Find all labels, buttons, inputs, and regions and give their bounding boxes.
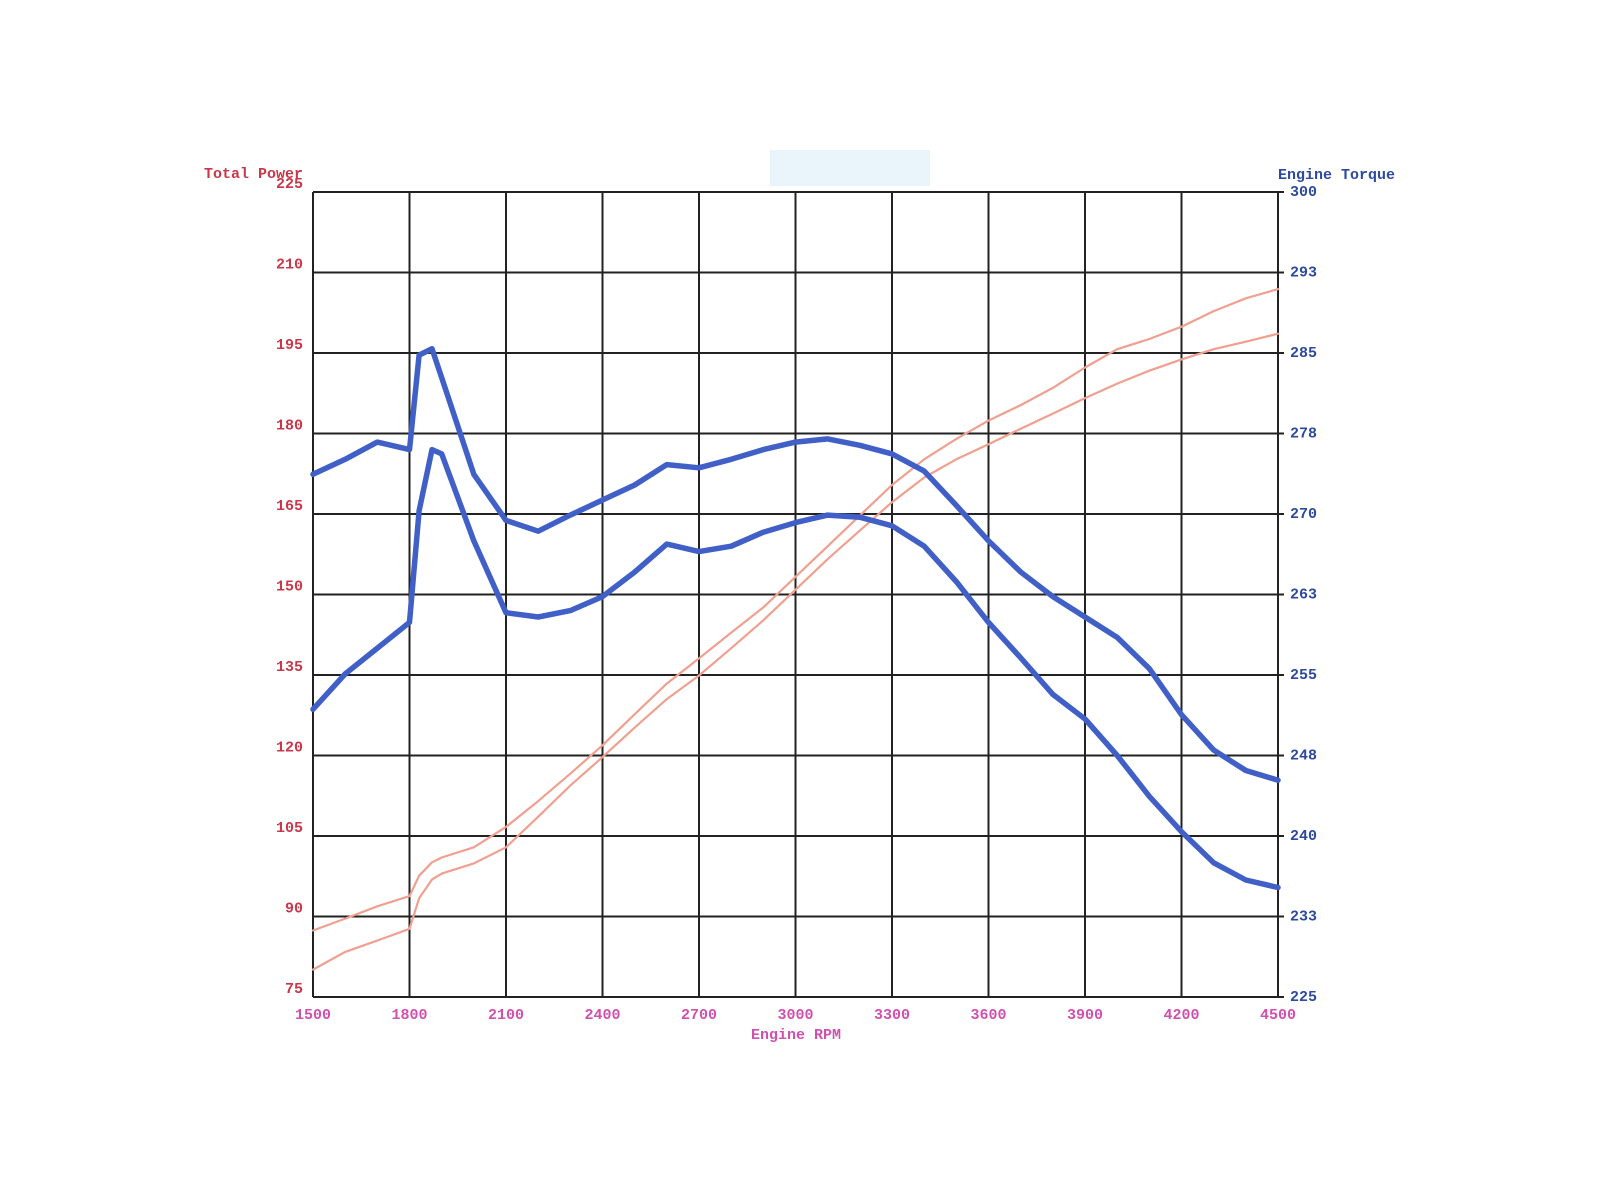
y-tick-label: 135	[276, 659, 303, 676]
series-line	[311, 332, 1280, 971]
y-tick-label: 90	[285, 900, 303, 917]
series-line	[310, 446, 1281, 891]
y2-axis-title: Engine Torque	[1278, 167, 1395, 184]
x-tick-label: 4200	[1163, 1007, 1199, 1024]
y2-tick-label: 240	[1290, 828, 1317, 845]
y-tick-label: 105	[276, 820, 303, 837]
x-tick-label: 4500	[1260, 1007, 1296, 1024]
x-tick-label: 2700	[681, 1007, 717, 1024]
x-tick-label: 1500	[295, 1007, 331, 1024]
y2-tick-label: 225	[1290, 989, 1317, 1006]
y2-tick-label: 263	[1290, 586, 1317, 603]
x-tick-label: 1800	[391, 1007, 427, 1024]
y-tick-label: 225	[276, 176, 303, 193]
y-tick-label: 150	[276, 578, 303, 595]
x-tick-label: 2400	[584, 1007, 620, 1024]
x-axis-title: Engine RPM	[751, 1027, 841, 1044]
y-axis-title: Total Power	[204, 166, 303, 183]
y-tick-label: 195	[276, 337, 303, 354]
y2-tick-label: 270	[1290, 506, 1317, 523]
y2-tick-label: 248	[1290, 747, 1317, 764]
x-tick-label: 3900	[1067, 1007, 1103, 1024]
title-placeholder	[770, 150, 930, 186]
y2-tick-label: 233	[1290, 908, 1317, 925]
y-tick-label: 210	[276, 256, 303, 273]
y-tick-label: 165	[276, 498, 303, 515]
y2-tick-label: 300	[1290, 184, 1317, 201]
y2-tick-label: 255	[1290, 667, 1317, 684]
y2-tick-label: 293	[1290, 264, 1317, 281]
y-tick-label: 120	[276, 739, 303, 756]
series-line	[310, 345, 1281, 783]
x-tick-label: 3600	[970, 1007, 1006, 1024]
x-tick-label: 2100	[488, 1007, 524, 1024]
y2-tick-label: 285	[1290, 345, 1317, 362]
x-tick-label: 3300	[874, 1007, 910, 1024]
y2-tick-label: 278	[1290, 425, 1317, 442]
series-line	[311, 288, 1280, 932]
y-tick-label: 180	[276, 417, 303, 434]
y-tick-label: 75	[285, 981, 303, 998]
x-tick-label: 3000	[777, 1007, 813, 1024]
